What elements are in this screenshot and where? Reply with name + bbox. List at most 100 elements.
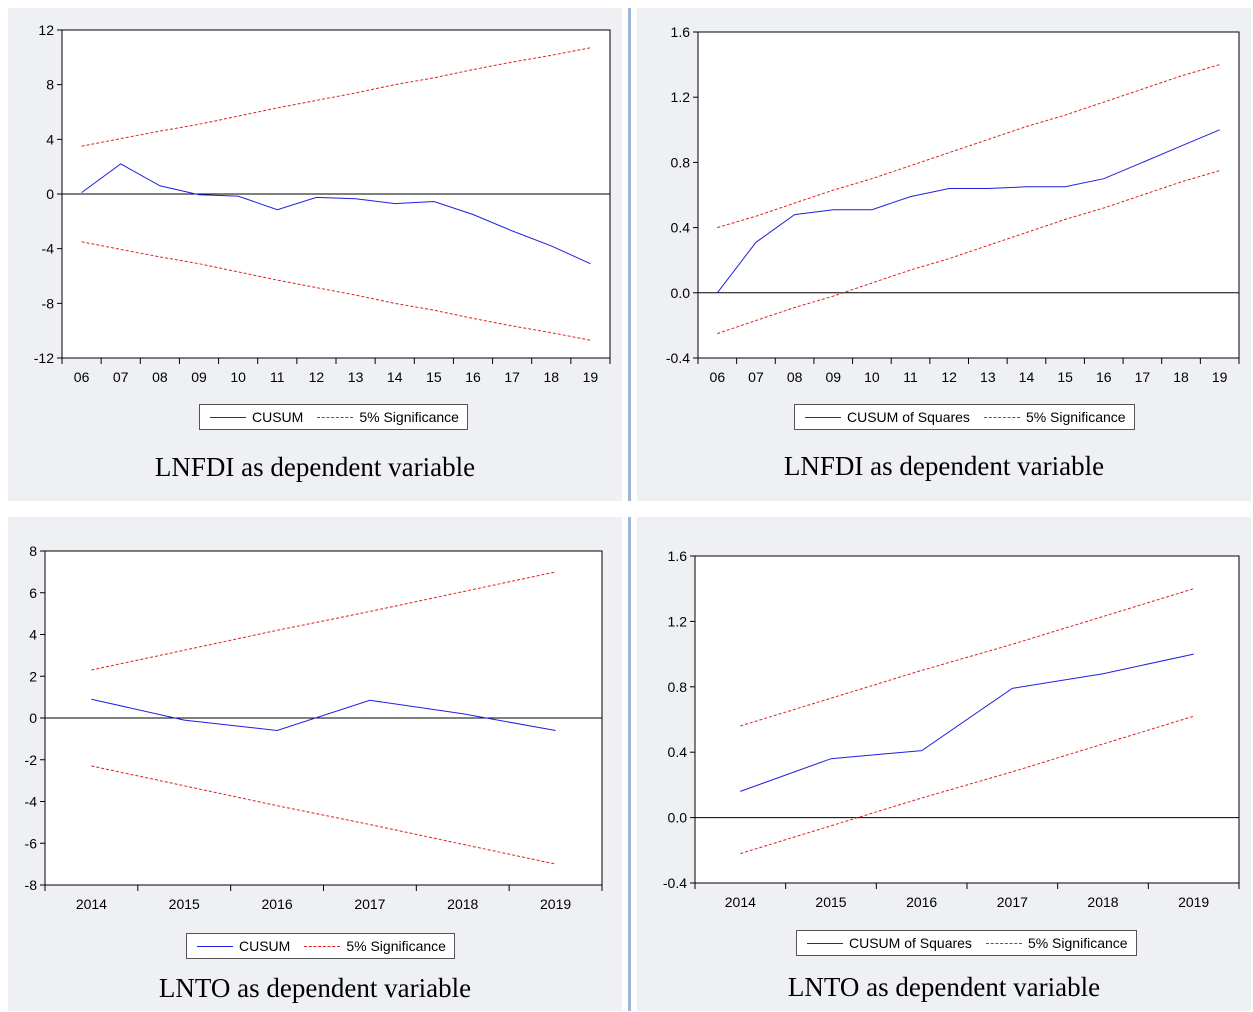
- x-tick-label: 07: [748, 369, 764, 385]
- x-tick-label: 16: [1096, 369, 1112, 385]
- y-tick-label: -4: [42, 241, 55, 257]
- chart-1-caption: LNFDI as dependent variable: [154, 452, 476, 482]
- y-tick-label: 1.6: [668, 548, 688, 564]
- legend-line-solid-icon: [807, 942, 843, 944]
- x-tick-label: 09: [825, 369, 841, 385]
- chart-4-svg: 1.6 1.2 0.8 0.4 0.0 -0.4 2014 2015 2016 2017 2018 2…: [663, 548, 1240, 910]
- series-line-main: [91, 698, 556, 732]
- x-tick-label: 12: [941, 369, 957, 385]
- upper-significance-line: [717, 64, 1220, 229]
- x-tick-label: 17: [504, 369, 520, 385]
- y-tick-label: 6: [29, 585, 37, 601]
- y-tick-label: 0.8: [668, 679, 688, 695]
- x-tick-label: 13: [348, 369, 364, 385]
- y-tick-label: -6: [25, 835, 38, 851]
- y-tick-label: 4: [29, 627, 37, 643]
- x-tick-label: 14: [1019, 369, 1035, 385]
- x-tick-label: 2016: [262, 896, 293, 912]
- y-tick-label: -8: [42, 295, 55, 311]
- chart-1-svg: 12 8 4 0 -4 -8 -12 06 07 08 09 10 11 12 13 14 15 16 17 18 19: [34, 22, 611, 385]
- x-tick-label: 14: [387, 369, 403, 385]
- x-tick-label: 15: [1057, 369, 1073, 385]
- lower-significance-line: [717, 170, 1220, 335]
- x-tick-label: 2018: [447, 896, 478, 912]
- y-tick-label: 0: [46, 186, 54, 202]
- y-tick-label: 4: [46, 131, 54, 147]
- legend-line-dashed-icon: [304, 945, 341, 947]
- y-tick-label: 8: [29, 543, 37, 559]
- x-tick-label: 2019: [540, 896, 571, 912]
- x-tick-label: 07: [113, 369, 129, 385]
- x-tick-label: 10: [230, 369, 246, 385]
- vertical-divider-top: [628, 8, 631, 501]
- chart-2-caption: LNFDI as dependent variable: [783, 451, 1105, 481]
- x-tick-label: 2017: [354, 896, 385, 912]
- lower-significance-line: [81, 241, 591, 341]
- legend-series-label: CUSUM of Squares: [847, 409, 970, 425]
- chart-2-legend: CUSUM of Squares 5% Significance: [794, 404, 1135, 430]
- x-tick-label: 2019: [1178, 894, 1209, 910]
- chart-panel-4: 1.6 1.2 0.8 0.4 0.0 -0.4 2014 2015 2016 2017 2018 2…: [637, 517, 1251, 1011]
- x-tick-label: 18: [543, 369, 559, 385]
- lower-significance-line: [91, 765, 556, 865]
- upper-significance-line: [740, 588, 1194, 727]
- x-tick-label: 2014: [725, 894, 756, 910]
- y-tick-label: 1.6: [671, 24, 691, 40]
- y-tick-label: 0.0: [668, 810, 688, 826]
- legend-series-label: CUSUM: [252, 409, 304, 425]
- y-tick-label: 8: [46, 77, 54, 93]
- legend-significance-label: 5% Significance: [1025, 409, 1126, 425]
- y-tick-label: -4: [25, 794, 38, 810]
- chart-3-legend: CUSUM 5% Significance: [186, 933, 455, 959]
- y-tick-label: 0.0: [671, 285, 691, 301]
- plot-area: [697, 31, 1240, 359]
- y-tick-label: -2: [25, 752, 38, 768]
- legend-significance-label: 5% Significance: [359, 409, 459, 425]
- chart-panel-2: 1.6 1.2 0.8 0.4 0.0 -0.4 06 07 08 09 10 11 12 13 14 15 1…: [637, 8, 1251, 501]
- y-tick-label: 0.4: [671, 220, 691, 236]
- y-tick-label: -0.4: [666, 350, 690, 366]
- chart-2-svg: 1.6 1.2 0.8 0.4 0.0 -0.4 06 07 08 09 10 11 12 13 14 15 1…: [666, 24, 1240, 385]
- x-tick-label: 16: [465, 369, 481, 385]
- y-tick-label: 0.4: [668, 744, 688, 760]
- y-tick-label: -8: [25, 877, 38, 893]
- x-tick-label: 2018: [1087, 894, 1118, 910]
- y-tick-label: 1.2: [668, 613, 688, 629]
- x-tick-label: 2017: [997, 894, 1028, 910]
- x-tick-label: 06: [710, 369, 726, 385]
- chart-4-legend: CUSUM of Squares 5% Significance: [796, 930, 1137, 956]
- x-tick-label: 2014: [76, 896, 107, 912]
- x-tick-label: 10: [864, 369, 880, 385]
- y-tick-label: 0.8: [671, 154, 691, 170]
- x-tick-label: 2015: [169, 896, 200, 912]
- series-line-main: [740, 653, 1194, 792]
- x-tick-label: 12: [309, 369, 325, 385]
- legend-series-label: CUSUM: [239, 938, 291, 954]
- x-tick-label: 11: [903, 369, 918, 385]
- series-line-main: [716, 129, 1220, 294]
- x-tick-label: 19: [1212, 369, 1228, 385]
- x-tick-label: 11: [270, 369, 285, 385]
- chart-3-caption: LNTO as dependent variable: [158, 973, 472, 1003]
- x-tick-label: 15: [426, 369, 442, 385]
- y-tick-label: 2: [29, 668, 37, 684]
- series-line-main: [81, 163, 591, 265]
- vertical-divider-bottom: [628, 517, 631, 1011]
- y-tick-label: -12: [34, 350, 54, 366]
- y-tick-label: 0: [29, 710, 37, 726]
- x-tick-label: 13: [980, 369, 996, 385]
- x-tick-label: 2016: [906, 894, 937, 910]
- legend-line-solid-icon: [805, 416, 841, 418]
- chart-panel-1: 12 8 4 0 -4 -8 -12 06 07 08 09 10 11 12 13 14 15 16 17 18 19…: [8, 8, 622, 501]
- x-tick-label: 08: [787, 369, 803, 385]
- upper-significance-line: [91, 571, 556, 671]
- x-tick-label: 18: [1173, 369, 1189, 385]
- legend-line-dashed-icon: [317, 416, 354, 418]
- chart-4-caption: LNTO as dependent variable: [787, 972, 1101, 1002]
- legend-series-label: CUSUM of Squares: [849, 935, 972, 951]
- legend-significance-label: 5% Significance: [1027, 935, 1128, 951]
- x-tick-label: 17: [1135, 369, 1151, 385]
- lower-significance-line: [740, 715, 1194, 855]
- y-tick-label: -0.4: [663, 875, 687, 891]
- x-tick-label: 06: [74, 369, 90, 385]
